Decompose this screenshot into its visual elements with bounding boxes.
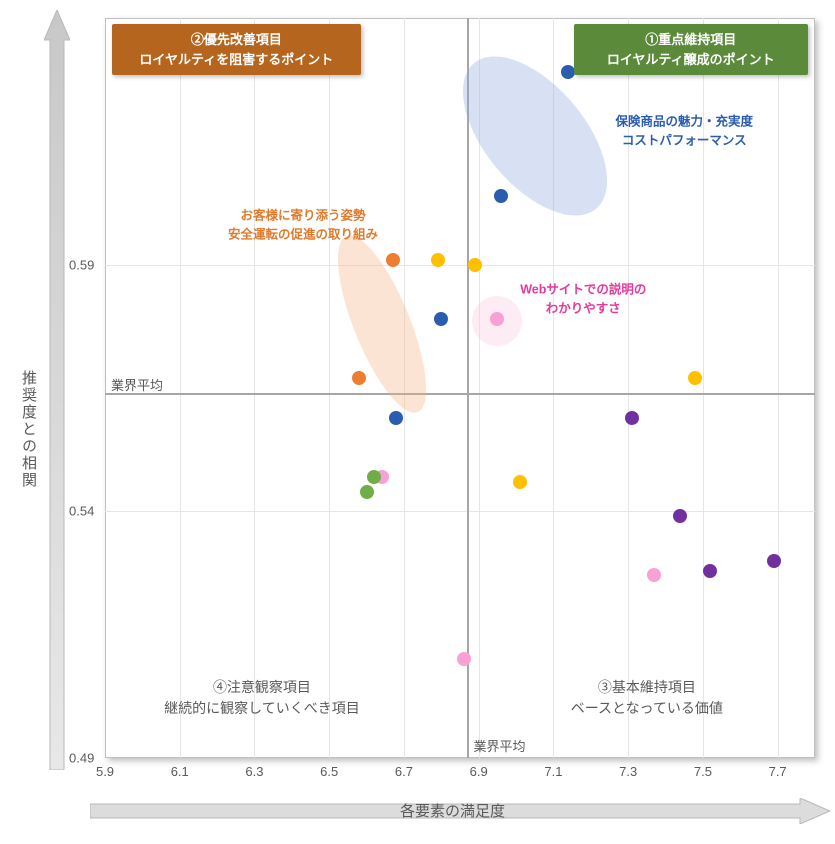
- data-point: [434, 312, 448, 326]
- data-point: [360, 485, 374, 499]
- x-tick: 6.7: [395, 764, 413, 779]
- data-point: [431, 253, 445, 267]
- x-axis-label: 各要素の満足度: [400, 800, 505, 821]
- quadrant-label-q3: ③基本維持項目ベースとなっている価値: [571, 677, 723, 719]
- y-tick: 0.59: [69, 257, 94, 272]
- callout-pink: Webサイトでの説明のわかりやすさ: [520, 280, 646, 318]
- callout-l2: コストパフォーマンス: [622, 133, 747, 147]
- data-point: [494, 189, 508, 203]
- data-point: [673, 509, 687, 523]
- quadrant-label-q4: ④注意観察項目継続的に観察していくべき項目: [164, 677, 360, 719]
- x-tick: 6.1: [171, 764, 189, 779]
- x-tick: 5.9: [96, 764, 114, 779]
- y-tick: 0.49: [69, 751, 94, 766]
- plot-area: ②優先改善項目ロイヤルティを阻害するポイント ①重点維持項目ロイヤルティ醸成のポイ…: [105, 18, 815, 758]
- data-point: [767, 554, 781, 568]
- data-point: [468, 258, 482, 272]
- quad-title-l2: ロイヤルティ醸成のポイント: [607, 52, 775, 67]
- quadrant-box-q2: ②優先改善項目ロイヤルティを阻害するポイント: [112, 24, 361, 75]
- data-point: [647, 568, 661, 582]
- industry-avg-hline: [105, 393, 815, 395]
- quad-label-l1: ③基本維持項目: [598, 679, 696, 695]
- industry-avg-vline: [467, 18, 469, 758]
- data-point: [457, 652, 471, 666]
- callout-l1: お客様に寄り添う姿勢: [241, 208, 366, 222]
- y-axis-arrow: [44, 10, 70, 770]
- callout-l1: 保険商品の魅力・充実度: [615, 115, 753, 129]
- quad-label-l1: ④注意観察項目: [213, 679, 311, 695]
- quadrant-box-q1: ①重点維持項目ロイヤルティ醸成のポイント: [574, 24, 808, 75]
- gridline-h: [105, 265, 815, 266]
- quad-title-l2: ロイヤルティを阻害するポイント: [139, 52, 333, 67]
- data-point: [513, 475, 527, 489]
- data-point: [490, 312, 504, 326]
- gridline-v: [329, 18, 330, 758]
- quad-title-l1: ①重点維持項目: [645, 32, 736, 47]
- y-tick: 0.54: [69, 504, 94, 519]
- x-tick: 7.1: [544, 764, 562, 779]
- y-axis-label: 推奨度との相関: [18, 370, 39, 489]
- gridline-v: [254, 18, 255, 758]
- x-tick: 6.5: [320, 764, 338, 779]
- quad-label-l2: 継続的に観察していくべき項目: [164, 700, 360, 716]
- industry-avg-label-y: 業界平均: [111, 375, 163, 394]
- callout-blue: 保険商品の魅力・充実度コストパフォーマンス: [615, 113, 753, 151]
- data-point: [352, 371, 366, 385]
- data-point: [703, 564, 717, 578]
- data-point: [625, 411, 639, 425]
- data-point: [367, 470, 381, 484]
- gridline-v: [180, 18, 181, 758]
- callout-orange: お客様に寄り添う姿勢安全運転の促進の取り組み: [228, 206, 378, 244]
- x-tick: 7.7: [769, 764, 787, 779]
- x-tick: 7.5: [694, 764, 712, 779]
- chart-root: 推奨度との相関 各要素の満足度 ②優先改善項目ロイヤルティを阻害するポイント ①重…: [0, 0, 835, 844]
- gridline-v: [778, 18, 779, 758]
- quad-title-l1: ②優先改善項目: [191, 32, 282, 47]
- x-tick: 6.9: [470, 764, 488, 779]
- data-point: [688, 371, 702, 385]
- data-point: [389, 411, 403, 425]
- x-tick: 7.3: [619, 764, 637, 779]
- gridline-h: [105, 511, 815, 512]
- x-tick: 6.3: [245, 764, 263, 779]
- callout-l2: 安全運転の促進の取り組み: [228, 227, 378, 241]
- callout-l1: Webサイトでの説明の: [520, 282, 646, 296]
- callout-l2: わかりやすさ: [546, 301, 621, 315]
- industry-avg-label-x: 業界平均: [473, 736, 525, 755]
- quad-label-l2: ベースとなっている価値: [571, 700, 723, 716]
- data-point: [386, 253, 400, 267]
